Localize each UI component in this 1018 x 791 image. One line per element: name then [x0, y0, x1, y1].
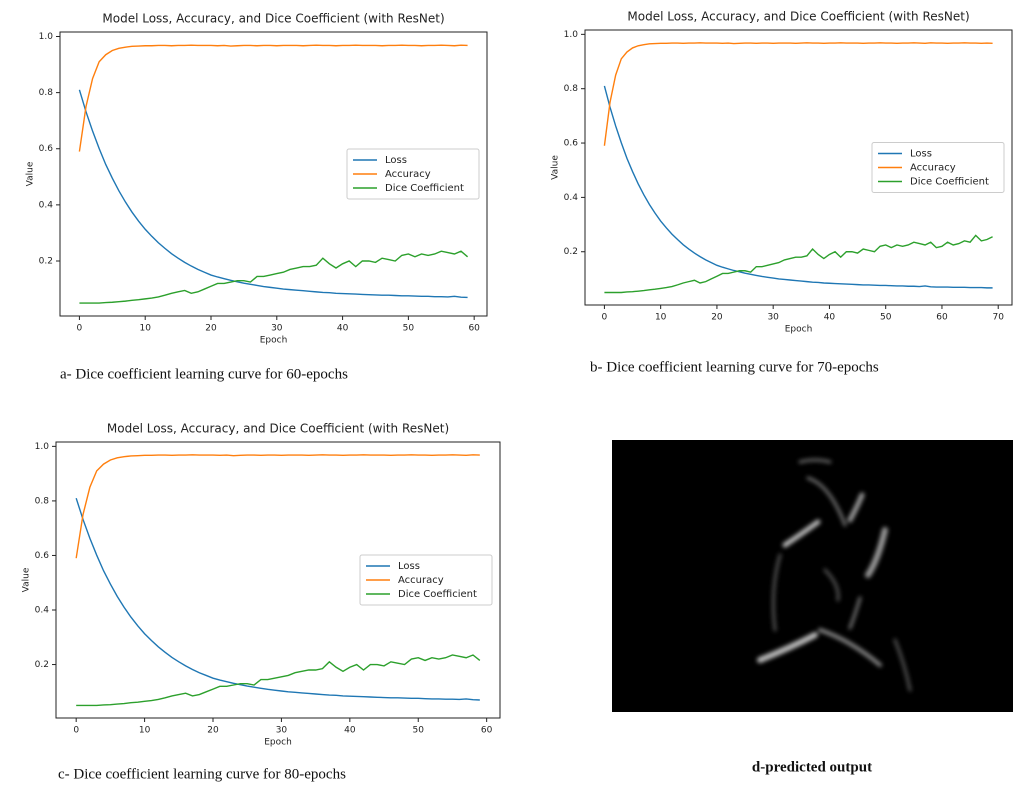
x-tick-label: 30 [271, 324, 283, 334]
x-tick-label: 0 [73, 726, 79, 736]
y-tick-label: 0.8 [564, 84, 579, 94]
x-tick-label: 10 [655, 313, 667, 323]
y-axis-label: Value [26, 161, 36, 186]
x-tick-label: 20 [711, 313, 723, 323]
x-tick-label: 20 [207, 726, 219, 736]
legend-label: Accuracy [385, 169, 431, 180]
x-tick-label: 60 [936, 313, 948, 323]
x-tick-label: 30 [276, 726, 288, 736]
y-tick-label: 0.8 [35, 496, 50, 506]
legend-label: Loss [910, 149, 932, 160]
data-line [604, 235, 992, 292]
x-tick-label: 0 [602, 313, 608, 323]
chart: Model Loss, Accuracy, and Dice Coefficie… [26, 12, 488, 346]
x-tick-label: 60 [481, 726, 493, 736]
x-tick-label: 0 [77, 324, 83, 334]
x-tick-label: 20 [205, 324, 217, 334]
chart: Model Loss, Accuracy, and Dice Coefficie… [551, 10, 1013, 335]
data-line [76, 455, 480, 558]
figure: d-predicted output Model Loss, Accuracy,… [0, 0, 1018, 791]
chart-caption: c- Dice coefficient learning curve for 8… [58, 766, 346, 782]
legend: Loss Accuracy Dice Coefficient [872, 143, 1004, 193]
legend-label: Dice Coefficient [910, 177, 989, 188]
legend: Loss Accuracy Dice Coefficient [347, 149, 479, 199]
x-tick-label: 40 [824, 313, 836, 323]
y-tick-label: 0.6 [35, 551, 50, 561]
legend-label: Loss [385, 155, 407, 166]
x-tick-label: 30 [767, 313, 779, 323]
y-tick-label: 0.6 [564, 139, 579, 149]
y-axis-label: Value [22, 567, 32, 592]
x-tick-label: 10 [139, 726, 151, 736]
chart-title: Model Loss, Accuracy, and Dice Coefficie… [102, 12, 444, 26]
data-line [604, 43, 992, 146]
chart-caption: a- Dice coefficient learning curve for 6… [60, 366, 348, 382]
x-tick-label: 50 [413, 726, 425, 736]
x-tick-label: 40 [337, 324, 349, 334]
x-tick-label: 50 [403, 324, 415, 334]
y-tick-label: 0.4 [35, 606, 50, 616]
y-tick-label: 1.0 [564, 30, 579, 40]
x-tick-label: 50 [880, 313, 892, 323]
legend: Loss Accuracy Dice Coefficient [360, 555, 492, 605]
legend-label: Accuracy [398, 575, 444, 586]
x-axis-label: Epoch [264, 738, 292, 748]
x-tick-label: 40 [344, 726, 356, 736]
chart-caption: b- Dice coefficient learning curve for 7… [590, 359, 879, 375]
x-axis-label: Epoch [785, 325, 813, 335]
y-tick-label: 0.2 [564, 247, 578, 257]
data-line [79, 45, 467, 151]
legend-label: Loss [398, 561, 420, 572]
x-tick-label: 60 [468, 324, 480, 334]
y-tick-label: 0.2 [35, 660, 49, 670]
y-tick-label: 0.6 [39, 144, 54, 154]
y-tick-label: 0.2 [39, 256, 53, 266]
y-tick-label: 1.0 [35, 442, 50, 452]
chart-title: Model Loss, Accuracy, and Dice Coefficie… [107, 422, 449, 436]
legend-label: Dice Coefficient [385, 183, 464, 194]
legend-label: Accuracy [910, 163, 956, 174]
x-tick-label: 70 [992, 313, 1004, 323]
y-tick-label: 0.8 [39, 88, 54, 98]
chart: Model Loss, Accuracy, and Dice Coefficie… [22, 422, 501, 748]
image-caption: d-predicted output [752, 759, 872, 775]
x-axis-label: Epoch [260, 336, 288, 346]
y-axis-label: Value [551, 155, 561, 180]
y-tick-label: 1.0 [39, 32, 54, 42]
y-tick-label: 0.4 [564, 193, 579, 203]
legend-label: Dice Coefficient [398, 589, 477, 600]
x-tick-label: 10 [139, 324, 151, 334]
y-tick-label: 0.4 [39, 200, 54, 210]
chart-title: Model Loss, Accuracy, and Dice Coefficie… [627, 10, 969, 24]
predicted-image [612, 440, 1013, 712]
